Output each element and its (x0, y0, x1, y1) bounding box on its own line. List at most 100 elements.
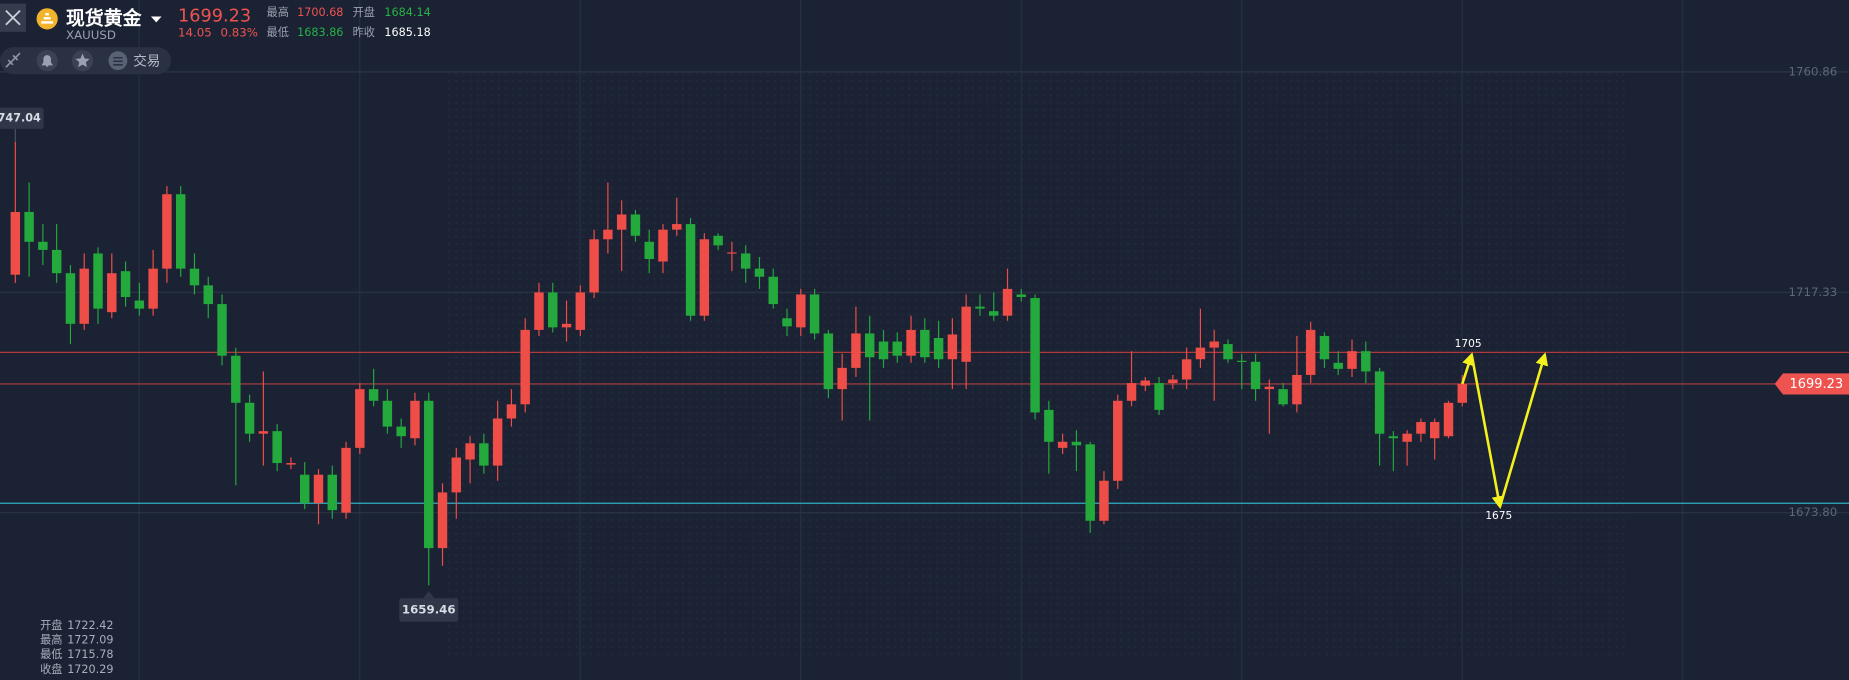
info-label: 最低 (40, 648, 62, 661)
candle-body (1457, 383, 1467, 403)
candle-body (837, 367, 847, 390)
candle-body (699, 239, 710, 316)
candle-body (1099, 480, 1109, 521)
candle-body (65, 273, 76, 324)
candle-body (1443, 402, 1454, 437)
candle-body (975, 306, 985, 309)
candle-body (1016, 294, 1027, 297)
info-row: 最低 1715.78 (40, 648, 113, 661)
info-row: 最高 1727.09 (40, 633, 113, 647)
candle-body (1154, 383, 1164, 410)
y-tick-label: 1760.86 (1789, 64, 1838, 78)
candle-body (1333, 362, 1343, 369)
draw-tool[interactable] (5, 52, 21, 68)
candle-body (603, 229, 613, 240)
instrument-name[interactable]: 现货黄金 (66, 6, 142, 29)
candle-body (465, 443, 475, 460)
candle-body (506, 404, 517, 419)
trade-button[interactable]: 交易 (133, 52, 160, 69)
candle-body (1278, 389, 1288, 405)
candle-body (575, 292, 586, 330)
candle-body (313, 474, 324, 504)
candle-body (10, 211, 21, 275)
info-value: 1715.78 (67, 648, 113, 661)
candle-body (1126, 383, 1137, 401)
info-label: 开盘 (40, 618, 62, 632)
candle-body (451, 457, 462, 493)
candle-body (1140, 380, 1151, 386)
candle-body (1361, 351, 1371, 372)
candle-body (520, 329, 530, 405)
candle-body (162, 194, 172, 269)
candle-body (1168, 379, 1178, 384)
candle-body (437, 492, 448, 549)
toolbar: 交易 (0, 47, 171, 75)
candle-body (823, 333, 834, 390)
candle-body (148, 268, 158, 309)
info-label: 收盘 (40, 662, 62, 676)
change: 14.05 (178, 26, 212, 40)
candle-body (424, 400, 434, 549)
candle-body (685, 224, 696, 316)
candle-body (1181, 359, 1192, 380)
stat-label: 最高 (267, 5, 289, 19)
stat-label: 最低 (267, 26, 289, 39)
low-label: 1659.46 (402, 603, 456, 617)
candle-body (1113, 400, 1123, 481)
stat-value: 1700.68 (297, 6, 343, 19)
candle-body (38, 241, 48, 250)
candle-body (258, 431, 269, 434)
candle-body (479, 443, 489, 466)
dropdown[interactable] (150, 16, 162, 23)
candle-body (892, 341, 902, 356)
symbol: XAUUSD (66, 28, 116, 42)
info-value: 1727.09 (67, 634, 113, 647)
header: 现货黄金 XAUUSD 1699.23 14.05 0.83% 最高 1700.… (0, 3, 431, 42)
candle-body (107, 273, 117, 313)
candle-body (1264, 386, 1275, 390)
candle-body (851, 333, 861, 368)
candle-body (341, 447, 351, 513)
candle-body (947, 334, 958, 360)
candle-body (589, 239, 599, 293)
price: 1699.23 (178, 7, 251, 27)
candle-body (231, 355, 241, 403)
candle-body (203, 285, 213, 305)
candle-body (272, 431, 282, 464)
candle-body (327, 474, 337, 511)
candle-body (561, 323, 572, 328)
candle-body (1085, 444, 1095, 521)
trade-lines (113, 56, 123, 66)
candle-body (989, 311, 999, 316)
candle-body (1250, 361, 1261, 390)
candle-body (410, 400, 420, 439)
info-label: 最高 (40, 633, 62, 647)
info-row: 收盘 1720.29 (40, 662, 113, 676)
candle-body (933, 338, 944, 360)
candle-body (768, 276, 778, 305)
candle-body (1071, 441, 1082, 446)
ohlc-info: 开盘 1722.42 最高 1727.09 最低 1715.78 收盘 1720.29 (40, 618, 113, 676)
star-icon (75, 53, 90, 68)
candle-body (244, 402, 255, 434)
price-tag-label: 1699.23 (1790, 377, 1844, 392)
candle-body (1057, 441, 1068, 448)
candle-body (1388, 436, 1399, 439)
candle-body (796, 294, 806, 328)
candle-body (616, 214, 627, 230)
low-tag (399, 598, 459, 622)
y-tick-label: 1717.33 (1789, 285, 1838, 299)
candle-body (1402, 433, 1412, 442)
candle-body (286, 463, 296, 465)
stat-label: 开盘 (353, 5, 375, 19)
gold-bars (41, 12, 54, 24)
info-value: 1722.42 (67, 619, 113, 632)
candle-body (1292, 374, 1302, 405)
candle-body (1044, 409, 1054, 442)
candle-body (644, 241, 654, 260)
high-label: 1747.04 (0, 111, 41, 124)
candle-body (1223, 344, 1233, 360)
candle-body (1374, 371, 1385, 434)
candle-body (864, 333, 875, 358)
